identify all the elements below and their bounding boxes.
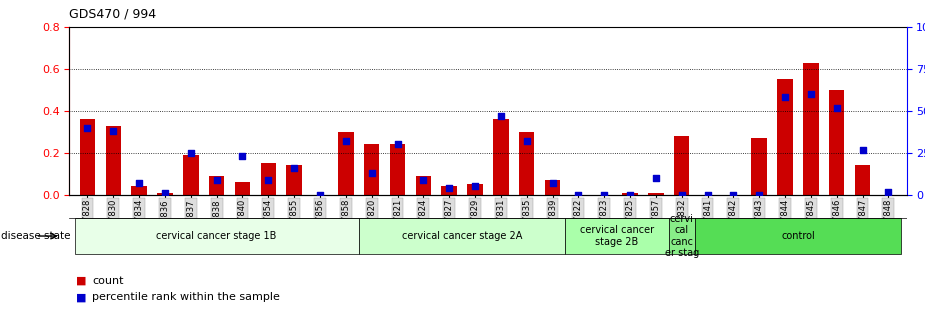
Text: cervical cancer
stage 2B: cervical cancer stage 2B — [580, 225, 654, 247]
Bar — [803, 62, 819, 195]
Point — [830, 105, 845, 110]
Bar — [751, 138, 767, 195]
Point — [881, 189, 895, 194]
Bar — [131, 186, 147, 195]
Point — [339, 138, 353, 144]
Bar — [235, 182, 251, 195]
Bar — [493, 119, 509, 195]
Point — [131, 180, 146, 186]
Bar — [364, 144, 379, 195]
Bar — [648, 193, 663, 195]
Text: percentile rank within the sample: percentile rank within the sample — [92, 292, 280, 302]
Point — [752, 192, 767, 198]
Point — [726, 192, 741, 198]
Bar — [105, 126, 121, 195]
Point — [519, 138, 534, 144]
Bar — [695, 218, 901, 254]
Point — [364, 170, 379, 176]
Point — [442, 185, 457, 191]
Point — [545, 180, 560, 186]
Point — [648, 175, 663, 181]
Point — [261, 177, 276, 182]
Point — [804, 91, 819, 97]
Text: GDS470 / 994: GDS470 / 994 — [69, 7, 156, 20]
Text: cervical cancer stage 2A: cervical cancer stage 2A — [402, 231, 523, 241]
Bar — [80, 119, 95, 195]
Point — [597, 192, 611, 198]
Point — [105, 128, 120, 134]
Bar — [261, 163, 276, 195]
Bar — [467, 184, 483, 195]
Bar — [777, 79, 793, 195]
Point — [390, 142, 405, 147]
Point — [778, 95, 793, 100]
Point — [416, 177, 431, 182]
Bar — [565, 218, 669, 254]
Bar — [545, 180, 561, 195]
Bar — [623, 193, 638, 195]
Bar — [338, 132, 353, 195]
Point — [209, 177, 224, 182]
Point — [571, 192, 586, 198]
Point — [183, 150, 198, 156]
Point — [493, 113, 508, 119]
Point — [313, 192, 327, 198]
Bar — [75, 218, 359, 254]
Text: cervical cancer stage 1B: cervical cancer stage 1B — [156, 231, 277, 241]
Bar — [389, 144, 405, 195]
Bar — [669, 218, 695, 254]
Point — [157, 191, 172, 196]
Bar — [183, 155, 199, 195]
Bar — [415, 176, 431, 195]
Bar — [441, 186, 457, 195]
Point — [700, 192, 715, 198]
Bar — [519, 132, 535, 195]
Bar — [855, 166, 870, 195]
Bar — [157, 193, 173, 195]
Bar — [209, 176, 225, 195]
Text: disease state: disease state — [1, 231, 70, 241]
Point — [674, 192, 689, 198]
Point — [235, 154, 250, 159]
Text: count: count — [92, 276, 124, 286]
Point — [856, 147, 870, 152]
Bar — [829, 90, 845, 195]
Text: cervi
cal
canc
er stag: cervi cal canc er stag — [664, 214, 699, 258]
Text: control: control — [781, 231, 815, 241]
Bar — [674, 136, 689, 195]
Text: ■: ■ — [76, 276, 86, 286]
Text: ■: ■ — [76, 292, 86, 302]
Point — [468, 184, 483, 189]
Bar — [287, 166, 302, 195]
Point — [623, 192, 637, 198]
Point — [287, 165, 302, 171]
Point — [80, 125, 95, 130]
Bar — [359, 218, 565, 254]
